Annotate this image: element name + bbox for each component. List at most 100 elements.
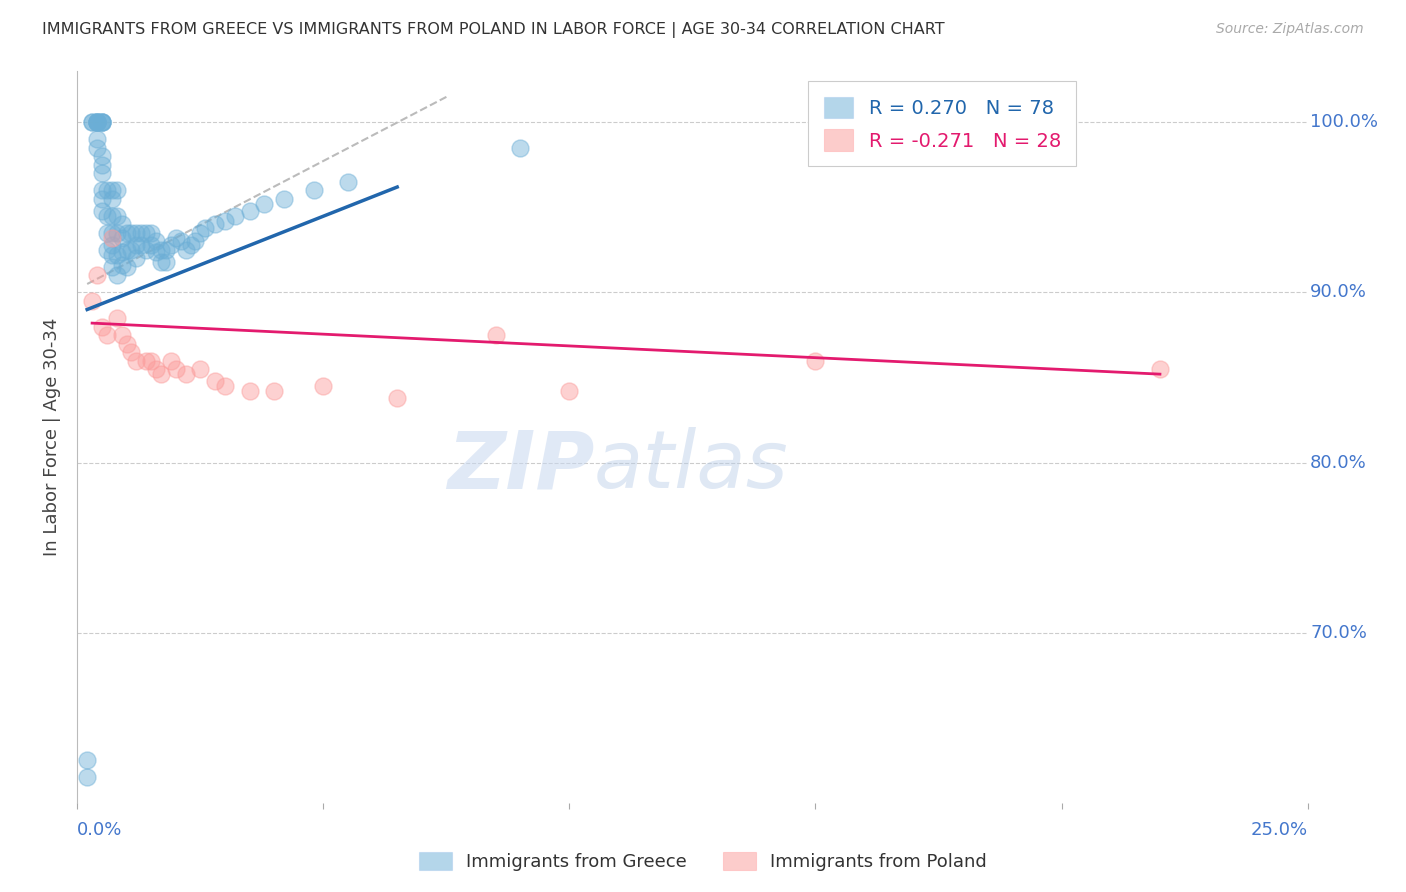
Point <box>253 197 276 211</box>
Point <box>1149 362 1171 376</box>
Point <box>160 353 183 368</box>
Point <box>141 353 163 368</box>
Point <box>125 252 148 266</box>
Point <box>86 268 108 283</box>
Point <box>125 226 148 240</box>
Point <box>180 238 202 252</box>
Legend: Immigrants from Greece, Immigrants from Poland: Immigrants from Greece, Immigrants from … <box>412 845 994 879</box>
Point <box>121 345 143 359</box>
Point <box>145 244 167 259</box>
Text: ZIP: ZIP <box>447 427 595 506</box>
Point <box>101 238 124 252</box>
Point <box>509 141 531 155</box>
Point <box>86 115 108 129</box>
Point <box>135 353 157 368</box>
Point <box>105 311 128 326</box>
Point <box>111 231 132 245</box>
Point <box>105 226 128 240</box>
Point <box>86 115 108 129</box>
Point <box>111 244 132 259</box>
Point <box>239 203 262 218</box>
Point <box>135 243 157 257</box>
Point <box>76 753 98 767</box>
Point <box>150 255 173 269</box>
Point <box>129 226 153 240</box>
Point <box>96 183 118 197</box>
Point <box>101 231 124 245</box>
Point <box>385 391 409 405</box>
Point <box>115 226 138 240</box>
Point <box>86 132 108 146</box>
Point <box>145 362 167 376</box>
Point <box>174 243 197 257</box>
Point <box>90 192 114 206</box>
Point <box>135 226 157 240</box>
Point <box>90 158 114 172</box>
Point <box>174 367 197 381</box>
Text: 80.0%: 80.0% <box>1310 454 1367 472</box>
Point <box>155 255 177 269</box>
Point <box>125 353 148 368</box>
Point <box>170 235 193 249</box>
Point <box>105 183 128 197</box>
Point <box>150 243 173 257</box>
Point <box>141 226 163 240</box>
Text: 25.0%: 25.0% <box>1250 821 1308 839</box>
Point <box>111 328 132 343</box>
Point <box>558 384 581 399</box>
Point <box>115 336 138 351</box>
Point <box>312 379 335 393</box>
Point <box>111 258 132 272</box>
Text: IMMIGRANTS FROM GREECE VS IMMIGRANTS FROM POLAND IN LABOR FORCE | AGE 30-34 CORR: IMMIGRANTS FROM GREECE VS IMMIGRANTS FRO… <box>42 22 945 38</box>
Point <box>82 115 104 129</box>
Point <box>90 149 114 163</box>
Point <box>101 260 124 274</box>
Point <box>150 367 173 381</box>
Point <box>101 183 124 197</box>
Point <box>90 166 114 180</box>
Point <box>214 379 236 393</box>
Point <box>214 214 236 228</box>
Point <box>90 115 114 129</box>
Text: 0.0%: 0.0% <box>77 821 122 839</box>
Point <box>96 243 118 257</box>
Text: Source: ZipAtlas.com: Source: ZipAtlas.com <box>1216 22 1364 37</box>
Point <box>485 328 508 343</box>
Point <box>96 209 118 223</box>
Point <box>188 362 212 376</box>
Point <box>86 115 108 129</box>
Point <box>86 115 108 129</box>
Point <box>125 238 148 252</box>
Point <box>184 235 207 249</box>
Point <box>96 328 118 343</box>
Point <box>82 115 104 129</box>
Point <box>111 218 132 232</box>
Point <box>155 243 177 257</box>
Point <box>224 209 246 223</box>
Point <box>90 115 114 129</box>
Point <box>90 115 114 129</box>
Point <box>141 238 163 252</box>
Point <box>337 175 360 189</box>
Text: 100.0%: 100.0% <box>1310 113 1378 131</box>
Point <box>101 248 124 262</box>
Point <box>115 243 138 257</box>
Point <box>101 209 124 223</box>
Text: atlas: atlas <box>595 427 789 506</box>
Point <box>165 231 187 245</box>
Point <box>188 226 212 240</box>
Point <box>160 238 183 252</box>
Point <box>101 226 124 240</box>
Point <box>165 362 187 376</box>
Text: 70.0%: 70.0% <box>1310 624 1367 641</box>
Point <box>263 384 285 399</box>
Point <box>86 115 108 129</box>
Text: 90.0%: 90.0% <box>1310 284 1367 301</box>
Point <box>194 220 217 235</box>
Point <box>239 384 262 399</box>
Point <box>76 770 98 784</box>
Point <box>145 235 167 249</box>
Point <box>204 374 226 388</box>
Point <box>273 192 295 206</box>
Point <box>804 353 827 368</box>
